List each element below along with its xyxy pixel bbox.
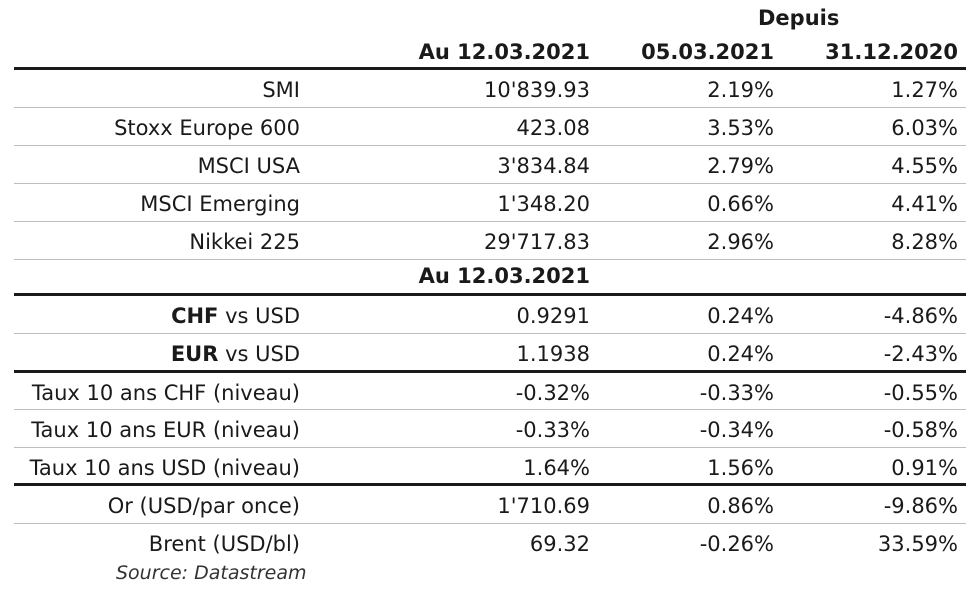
row-change-week: -0.26% bbox=[699, 532, 774, 556]
row-value: 69.32 bbox=[529, 532, 590, 556]
row-label: Taux 10 ans EUR (niveau) bbox=[31, 418, 300, 442]
section-rule bbox=[14, 293, 966, 296]
source-note: Source: Datastream bbox=[116, 562, 307, 584]
row-label: MSCI Emerging bbox=[140, 192, 300, 216]
row-change-ytd: 8.28% bbox=[891, 230, 958, 254]
row-change-week: 0.86% bbox=[707, 494, 774, 518]
row-label: CHF vs USD bbox=[14, 296, 300, 334]
row-change-week: -0.33% bbox=[699, 381, 774, 405]
row-value: 423.08 bbox=[516, 116, 590, 140]
row-change-week: 0.24% bbox=[707, 342, 774, 366]
col-header-week: 05.03.2021 bbox=[641, 40, 774, 64]
row-change-week: -0.34% bbox=[699, 418, 774, 442]
currency-code: CHF bbox=[171, 304, 219, 328]
row-divider bbox=[14, 409, 966, 410]
row-value: 0.9291 bbox=[516, 304, 590, 328]
row-label: Stoxx Europe 600 bbox=[114, 116, 300, 140]
table-row: Stoxx Europe 600 423.08 3.53% 6.03% bbox=[14, 108, 966, 146]
section-rule bbox=[14, 483, 966, 486]
row-change-ytd: 1.27% bbox=[891, 78, 958, 102]
row-value: 29'717.83 bbox=[484, 230, 590, 254]
table-row: Brent (USD/bl) 69.32 -0.26% 33.59% bbox=[14, 524, 966, 562]
row-value: 10'839.93 bbox=[484, 78, 590, 102]
row-label: EUR vs USD bbox=[14, 334, 300, 372]
row-divider bbox=[14, 447, 966, 448]
table-row: EUR vs USD 1.1938 0.24% -2.43% bbox=[14, 334, 966, 372]
row-divider bbox=[14, 333, 966, 334]
row-change-ytd: 4.41% bbox=[891, 192, 958, 216]
row-change-ytd: 33.59% bbox=[877, 532, 958, 556]
table-row: MSCI USA 3'834.84 2.79% 4.55% bbox=[14, 146, 966, 184]
currency-suffix: vs USD bbox=[218, 342, 300, 366]
row-change-ytd: -2.43% bbox=[883, 342, 958, 366]
row-value: -0.32% bbox=[515, 381, 590, 405]
row-change-ytd: 4.55% bbox=[891, 154, 958, 178]
row-value: -0.33% bbox=[515, 418, 590, 442]
row-label: Taux 10 ans CHF (niveau) bbox=[31, 381, 300, 405]
row-change-ytd: -0.55% bbox=[883, 381, 958, 405]
table-row: Nikkei 225 29'717.83 2.96% 8.28% bbox=[14, 222, 966, 260]
currency-suffix: vs USD bbox=[218, 304, 300, 328]
row-label: SMI bbox=[262, 78, 300, 102]
table-row: SMI 10'839.93 2.19% 1.27% bbox=[14, 70, 966, 108]
row-change-week: 3.53% bbox=[707, 116, 774, 140]
section-rule bbox=[14, 370, 966, 373]
row-divider bbox=[14, 145, 966, 146]
row-change-ytd: 6.03% bbox=[891, 116, 958, 140]
row-change-week: 2.96% bbox=[707, 230, 774, 254]
row-change-week: 0.66% bbox=[707, 192, 774, 216]
row-label: Taux 10 ans USD (niveau) bbox=[29, 456, 300, 480]
row-change-ytd: -4.86% bbox=[883, 304, 958, 328]
row-change-week: 0.24% bbox=[707, 304, 774, 328]
row-change-ytd: 0.91% bbox=[891, 456, 958, 480]
row-value: 1'348.20 bbox=[497, 192, 590, 216]
row-divider bbox=[14, 221, 966, 222]
row-value: 1.1938 bbox=[516, 342, 590, 366]
table-row: Taux 10 ans CHF (niveau) -0.32% -0.33% -… bbox=[14, 373, 966, 411]
col-header-date: Au 12.03.2021 bbox=[418, 40, 590, 64]
table-row: CHF vs USD 0.9291 0.24% -4.86% bbox=[14, 296, 966, 334]
header-rule bbox=[14, 67, 966, 70]
col-header-ytd: 31.12.2020 bbox=[825, 40, 958, 64]
row-change-week: 2.79% bbox=[707, 154, 774, 178]
row-value: 3'834.84 bbox=[497, 154, 590, 178]
row-label: MSCI USA bbox=[197, 154, 300, 178]
row-change-week: 2.19% bbox=[707, 78, 774, 102]
depuis-header: Depuis bbox=[758, 6, 840, 30]
row-divider bbox=[14, 259, 966, 260]
row-value: 1'710.69 bbox=[497, 494, 590, 518]
row-change-week: 1.56% bbox=[707, 456, 774, 480]
table-row: Taux 10 ans USD (niveau) 1.64% 1.56% 0.9… bbox=[14, 448, 966, 486]
table-row: MSCI Emerging 1'348.20 0.66% 4.41% bbox=[14, 184, 966, 222]
row-label: Nikkei 225 bbox=[189, 230, 300, 254]
row-divider bbox=[14, 107, 966, 108]
currency-code: EUR bbox=[170, 342, 219, 366]
table-row: Or (USD/par once) 1'710.69 0.86% -9.86% bbox=[14, 486, 966, 524]
table-row: Taux 10 ans EUR (niveau) -0.33% -0.34% -… bbox=[14, 410, 966, 448]
row-label: Or (USD/par once) bbox=[107, 494, 300, 518]
row-label: Brent (USD/bl) bbox=[148, 532, 300, 556]
row-change-ytd: -0.58% bbox=[883, 418, 958, 442]
row-change-ytd: -9.86% bbox=[883, 494, 958, 518]
row-divider bbox=[14, 523, 966, 524]
row-value: 1.64% bbox=[523, 456, 590, 480]
row-divider bbox=[14, 183, 966, 184]
fx-subheader: Au 12.03.2021 bbox=[418, 264, 590, 288]
